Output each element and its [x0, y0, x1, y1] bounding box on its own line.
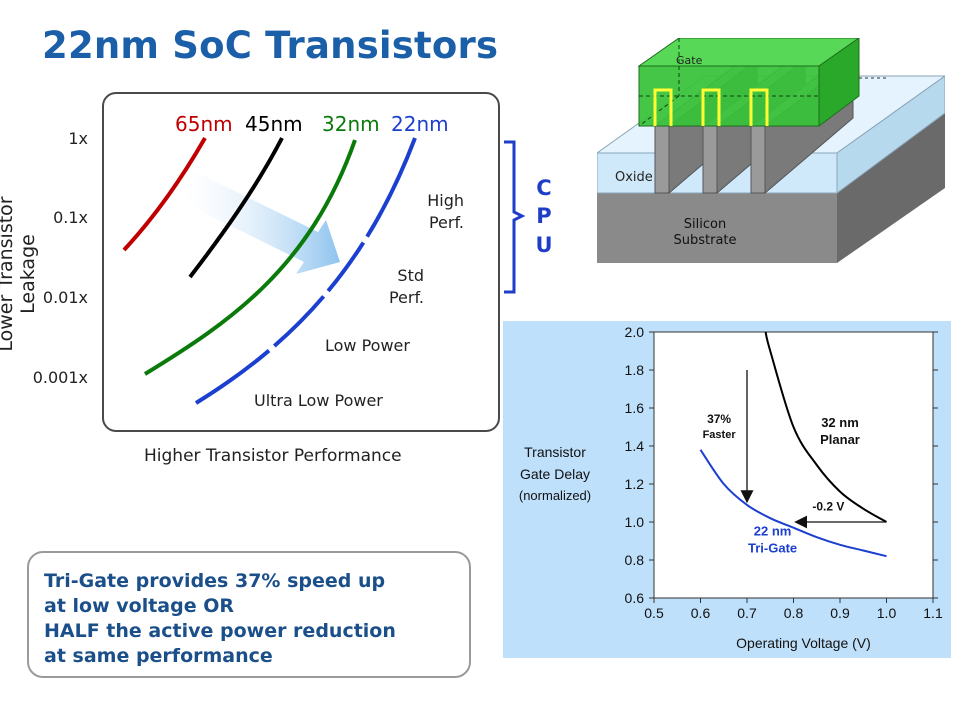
- callout-line-4: at same performance: [44, 645, 273, 667]
- channel-highlight-1: [653, 88, 673, 126]
- node-label-22nm: 22nm: [391, 112, 449, 136]
- x-tick-label: 1.0: [877, 605, 897, 621]
- x-axis-label: Operating Voltage (V): [736, 635, 871, 651]
- y-tick-0-01x: 0.01x: [42, 288, 88, 307]
- cpu-letter-c: C: [536, 176, 552, 200]
- x-tick-label: 0.8: [784, 605, 804, 621]
- curve-22nm: [194, 137, 417, 405]
- series-line-32nm-planar: [764, 331, 887, 523]
- series-line-22nm-trigate: [699, 449, 887, 558]
- series-label-0-0: 32 nm: [821, 415, 859, 430]
- annotation-voltage: -0.2 V: [812, 500, 844, 514]
- node-label-32nm: 32nm: [322, 112, 380, 136]
- y-tick-label: 1.2: [625, 476, 645, 492]
- left-chart-x-axis-label: Higher Transistor Performance: [144, 446, 402, 466]
- plot-area: [653, 331, 934, 599]
- substrate-label-line2: Substrate: [673, 233, 737, 248]
- y-tick-label: 1.0: [625, 514, 645, 530]
- y-tick-label: 0.6: [625, 590, 645, 606]
- process-node-curves: [122, 137, 417, 405]
- gate-label: Gate: [676, 54, 703, 67]
- series-label-1-1: Tri-Gate: [748, 540, 797, 555]
- channel-highlight-3: [749, 88, 769, 126]
- region-high-perf-line2: Perf.: [428, 213, 464, 232]
- slide-title: 22nm SoC Transistors: [42, 24, 499, 67]
- y-tick-0-001x: 0.001x: [32, 368, 88, 387]
- gate-delay-y-label-line2: Gate Delay: [519, 466, 591, 482]
- y-tick-label: 1.6: [625, 400, 645, 416]
- trigate-transistor-diagram: [597, 38, 945, 263]
- annotation-faster-0: 37%: [707, 412, 731, 426]
- y-tick-label: 1.4: [625, 438, 645, 454]
- tri-gate-callout: Tri-Gate provides 37% speed up at low vo…: [27, 551, 471, 678]
- region-low-power: Low Power: [325, 336, 410, 355]
- x-tick-label: 0.9: [830, 605, 850, 621]
- cpu-letter-p: P: [536, 204, 552, 228]
- node-label-65nm: 65nm: [175, 112, 233, 136]
- y-tick-1x: 1x: [68, 129, 88, 148]
- improvement-arrow: [182, 172, 340, 274]
- x-tick-label: 1.1: [923, 605, 943, 621]
- cpu-letter-u: U: [535, 233, 553, 257]
- x-tick-label: 0.6: [691, 605, 711, 621]
- region-std-perf: Std Perf.: [360, 265, 424, 309]
- process-node-chart-frame: [102, 92, 500, 432]
- region-high-perf: High Perf.: [400, 190, 464, 234]
- callout-line-2: at low voltage OR: [44, 595, 234, 617]
- region-high-perf-line1: High: [427, 191, 464, 210]
- oxide-side: [836, 75, 945, 194]
- curve-32nm: [143, 139, 357, 376]
- region-std-perf-line1: Std: [397, 266, 424, 285]
- substrate-side: [837, 113, 945, 263]
- x-tick-label: 0.7: [737, 605, 757, 621]
- series-label-1-0: 22 nm: [754, 523, 792, 538]
- substrate-label: Silicon Substrate: [665, 217, 745, 249]
- gate-delay-y-axis-label: Transistor Gate Delay (normalized): [510, 441, 600, 507]
- region-std-perf-line2: Perf.: [388, 288, 424, 307]
- callout-line-1: Tri-Gate provides 37% speed up: [44, 570, 386, 592]
- curve-65nm: [122, 137, 207, 252]
- channel-highlight-2: [701, 88, 721, 126]
- y-tick-label: 2.0: [625, 324, 645, 340]
- cpu-bracket: [504, 140, 526, 294]
- substrate-label-line1: Silicon: [683, 217, 727, 232]
- y-tick-label: 0.8: [625, 552, 645, 568]
- callout-line-3: HALF the active power reduction: [44, 620, 396, 642]
- region-ultra-low-power: Ultra Low Power: [254, 391, 383, 410]
- annotation-faster-1: Faster: [703, 429, 737, 441]
- gate-delay-chart: 0.60.81.01.21.41.61.82.00.5 0.6 0.7 0.8 0.9 1…: [625, 324, 943, 651]
- y-tick-0-1x: 0.1x: [53, 208, 88, 227]
- y-tick-label: 1.8: [625, 362, 645, 378]
- x-tick-label: 0.5: [644, 605, 664, 621]
- gate-block: [637, 38, 860, 127]
- oxide-label: Oxide: [615, 170, 653, 185]
- gate-delay-y-label-line3: (normalized): [518, 488, 592, 503]
- curve-45nm: [188, 137, 284, 279]
- substrate-front: [597, 193, 837, 263]
- series-label-0-1: Planar: [820, 432, 860, 447]
- gate-delay-y-label-line1: Transistor: [524, 444, 586, 460]
- node-label-45nm: 45nm: [245, 112, 303, 136]
